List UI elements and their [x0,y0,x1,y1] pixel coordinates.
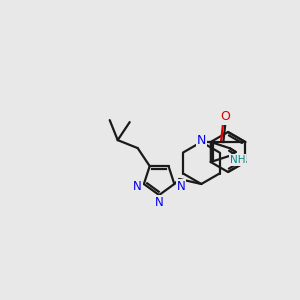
Text: N: N [133,180,142,193]
Text: N: N [177,180,185,193]
Text: N: N [196,134,206,148]
Text: O: O [220,110,230,124]
Text: N: N [155,196,164,208]
Text: NH: NH [230,155,245,165]
